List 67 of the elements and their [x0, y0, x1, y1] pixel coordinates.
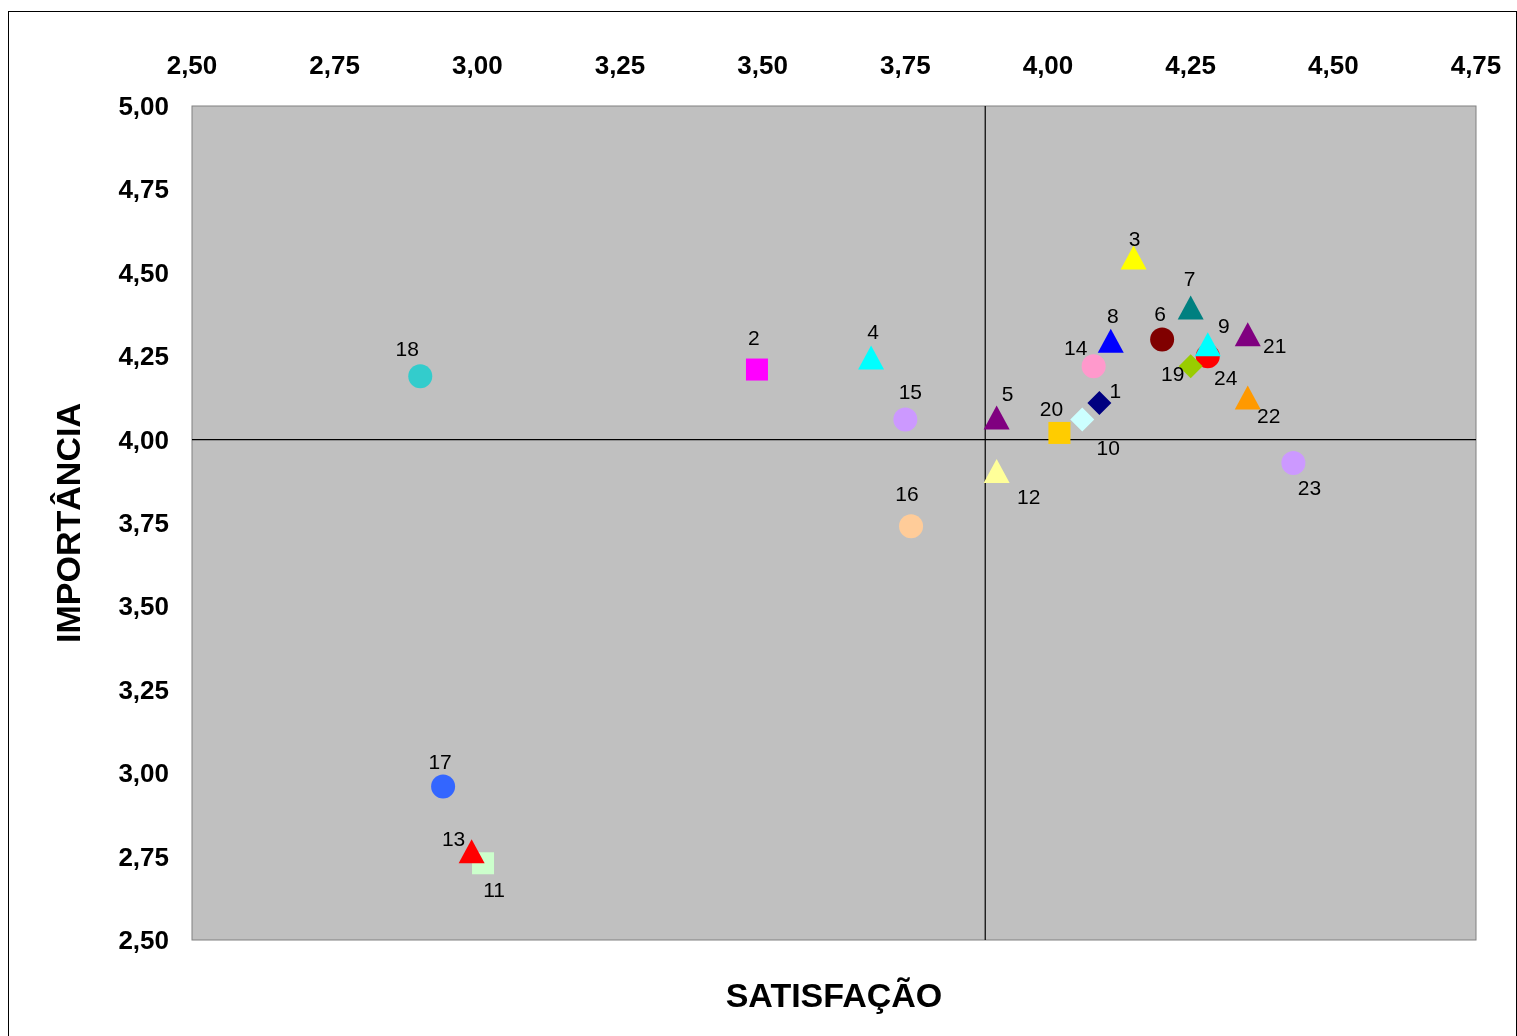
y-tick-label: 3,50 [118, 591, 169, 622]
y-tick-label: 4,75 [118, 174, 169, 205]
x-tick-label: 4,25 [1165, 50, 1216, 80]
series-label: 23 [1297, 476, 1322, 500]
series-label: 7 [1183, 267, 1196, 290]
series-label: 16 [895, 481, 919, 505]
point [1048, 421, 1071, 444]
x-tick-label: 4,75 [1450, 50, 1502, 80]
point [1070, 407, 1095, 432]
y-tick-label: 3,75 [118, 508, 169, 538]
x-axis-title: SATISFAÇÃO [725, 976, 943, 1014]
series-label: 6 [1154, 302, 1166, 326]
y-tick-label: 2,75 [118, 841, 169, 872]
series-label: 13 [441, 826, 466, 850]
series-label: 19 [1160, 361, 1185, 385]
y-tick-label: 4,50 [118, 257, 169, 288]
point [1150, 327, 1175, 352]
series-label: 21 [1263, 333, 1287, 357]
y-tick-label: 4,25 [118, 341, 169, 372]
x-tick-label: 3,25 [594, 50, 646, 80]
series-label: 11 [483, 877, 505, 901]
y-tick-label: 3,00 [118, 758, 169, 789]
x-tick-label: 4,50 [1308, 50, 1359, 80]
x-tick-label: 2,50 [166, 50, 218, 80]
point [408, 364, 433, 389]
series-label: 1 [1109, 379, 1122, 403]
point [1177, 295, 1204, 320]
series-label: 17 [428, 750, 452, 774]
series-label: 22 [1257, 404, 1281, 428]
y-tick-label: 2,50 [118, 925, 169, 955]
point [1234, 322, 1261, 347]
series-label: 15 [898, 380, 923, 404]
point [1097, 328, 1124, 353]
point [745, 358, 768, 381]
point [1087, 390, 1112, 415]
series-label: 2 [748, 326, 760, 350]
series-label: 18 [395, 336, 419, 360]
point [1281, 450, 1306, 475]
series-label: 10 [1096, 436, 1120, 460]
x-tick-label: 4,00 [1022, 50, 1074, 80]
point [1194, 332, 1221, 357]
point [983, 458, 1010, 483]
point [893, 407, 918, 432]
y-axis-title: IMPORTÂNCIA [49, 403, 87, 643]
point [858, 345, 885, 370]
series-label: 8 [1106, 304, 1119, 328]
x-tick-label: 3,75 [880, 50, 931, 80]
point [431, 774, 456, 799]
point [1120, 245, 1147, 270]
series-label: 14 [1063, 335, 1088, 359]
series-label: 9 [1217, 313, 1230, 337]
y-tick-label: 3,25 [118, 674, 169, 705]
series-label: 24 [1214, 365, 1238, 389]
series-label: 5 [1001, 382, 1014, 406]
x-tick-label: 3,50 [737, 50, 788, 80]
point [1081, 354, 1106, 379]
y-tick-label: 4,00 [118, 424, 169, 455]
x-tick-label: 3,00 [452, 50, 503, 80]
point [899, 514, 924, 539]
point [1234, 385, 1261, 410]
series-label: 12 [1016, 485, 1041, 509]
series-label: 3 [1128, 226, 1141, 250]
y-tick-label: 5,00 [118, 91, 169, 121]
series-label: 20 [1039, 397, 1064, 421]
x-tick-label: 2,75 [309, 50, 360, 80]
point [983, 405, 1010, 430]
series-label: 4 [867, 320, 880, 344]
